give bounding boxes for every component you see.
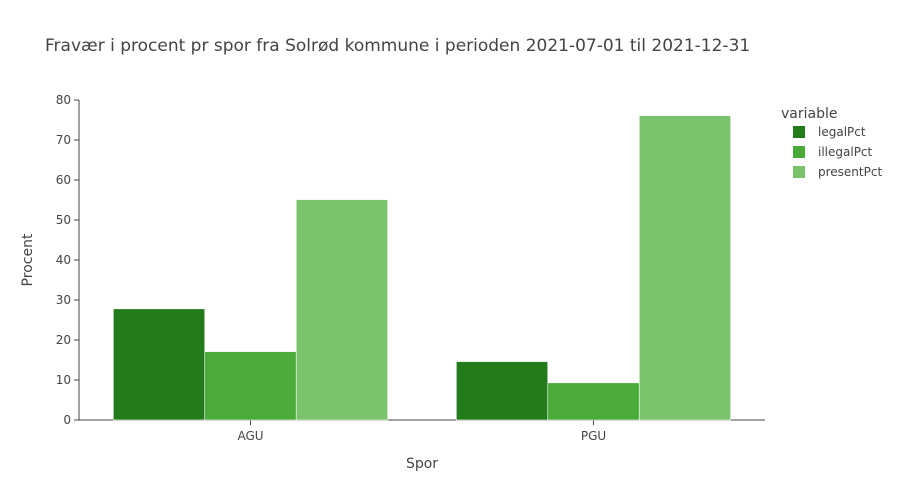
y-tick-label: 10 [56,373,71,387]
x-tick-label: AGU [237,429,263,443]
x-axis-title: Spor [406,456,438,472]
legend-label: legalPct [818,125,866,139]
y-tick-label: 0 [63,413,71,427]
x-tick-label: PGU [581,429,606,443]
y-tick-label: 60 [56,173,71,187]
y-tick-label: 80 [56,93,71,107]
y-tick-label: 70 [56,133,71,147]
bar-illegalPct-PGU[interactable] [547,382,640,421]
legend-item-legalPct[interactable]: legalPct [793,125,866,139]
legend-swatch [793,146,805,158]
legend-swatch [793,166,805,178]
y-tick-label: 20 [56,333,71,347]
y-tick-label: 30 [56,293,71,307]
bar-illegalPct-AGU[interactable] [204,351,297,421]
bars [113,115,732,421]
bar-legalPct-PGU[interactable] [455,361,549,421]
legend-item-presentPct[interactable]: presentPct [793,165,882,179]
y-tick-label: 50 [56,213,71,227]
y-axis-title: Procent [20,233,36,286]
legend-label: illegalPct [818,145,873,159]
legend-label: presentPct [818,165,882,179]
chart-title: Fravær i procent pr spor fra Solrød komm… [45,36,750,56]
bar-presentPct-PGU[interactable] [638,115,732,421]
legend-title: variable [781,106,837,122]
legend-swatch [793,126,805,138]
y-tick-label: 40 [56,253,71,267]
legend[interactable]: variable legalPct illegalPct presentPct [781,106,882,179]
legend-item-illegalPct[interactable]: illegalPct [793,145,873,159]
bar-presentPct-AGU[interactable] [295,199,389,421]
bar-legalPct-AGU[interactable] [113,308,206,421]
